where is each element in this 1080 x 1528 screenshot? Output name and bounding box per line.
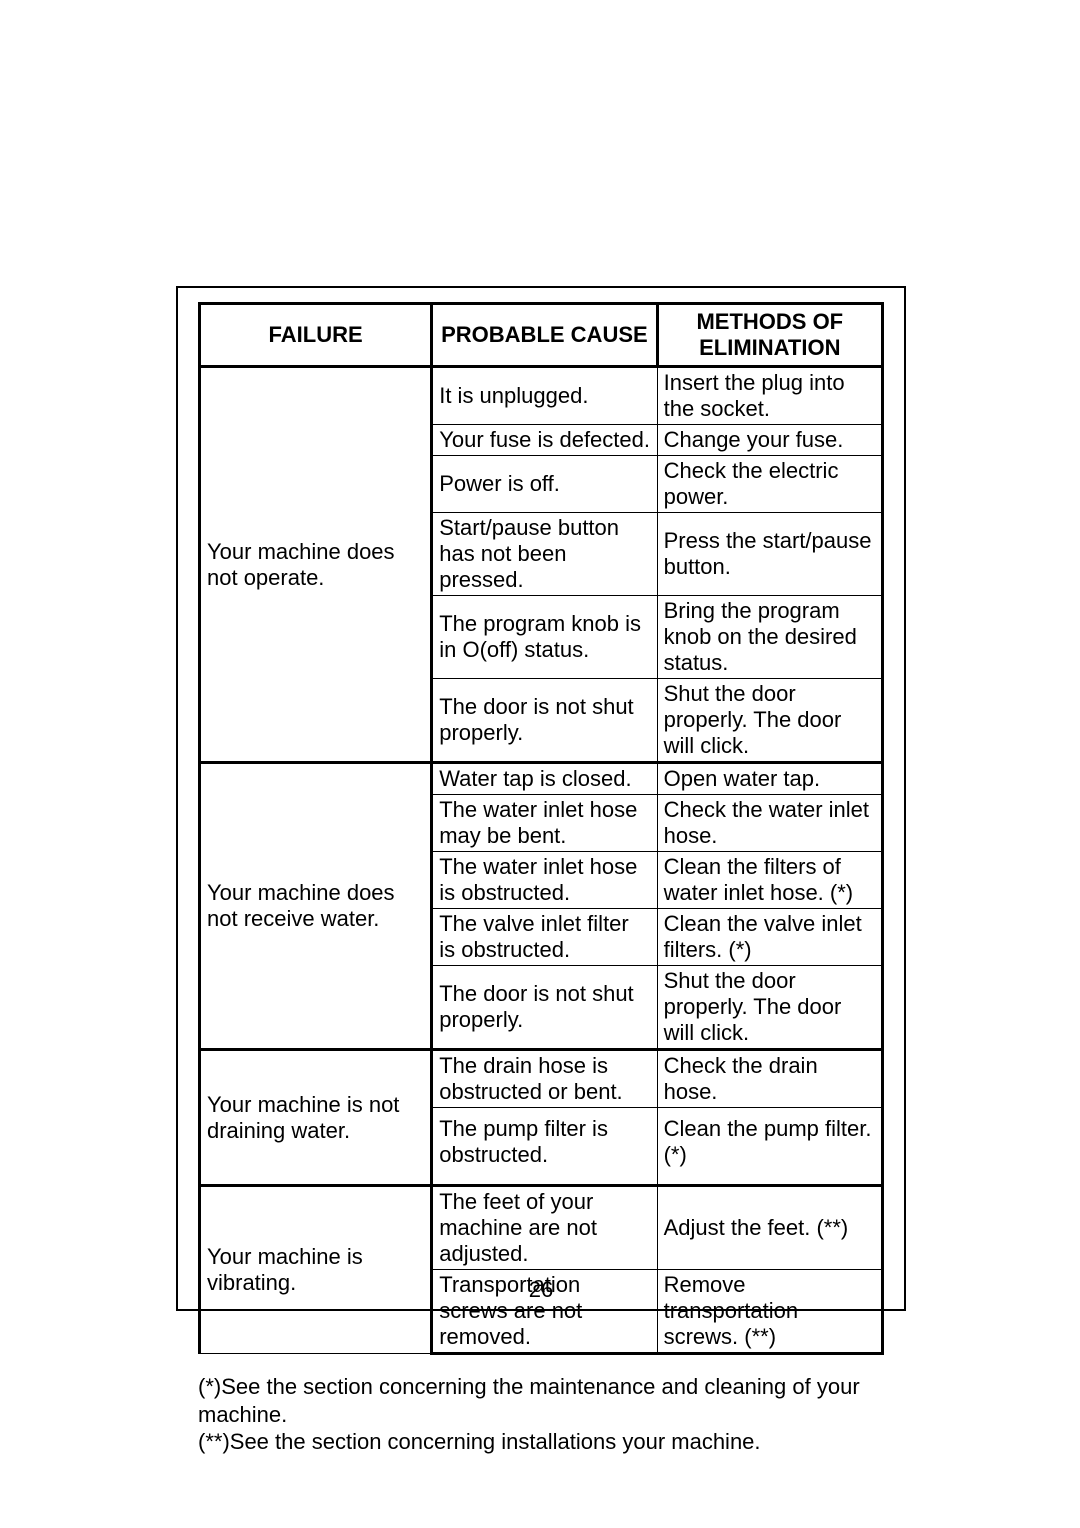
failure-cell: Your machine is not draining water. — [200, 1050, 432, 1186]
footnote-2: (**)See the section concerning installat… — [198, 1428, 884, 1456]
method-cell: Check the electric power. — [657, 456, 882, 513]
table-row: Your machine is vibrating.The feet of yo… — [200, 1186, 883, 1270]
troubleshooting-table: FAILURE PROBABLE CAUSE METHODS OF ELIMIN… — [198, 302, 884, 1355]
cause-cell: The feet of your machine are not adjuste… — [432, 1186, 657, 1270]
cause-cell: The program knob is in O(off) status. — [432, 596, 657, 679]
header-method: METHODS OF ELIMINATION — [657, 304, 882, 367]
page-number: 26 — [178, 1277, 904, 1303]
cause-cell: It is unplugged. — [432, 367, 657, 425]
table-body: Your machine does not operate.It is unpl… — [200, 367, 883, 1354]
failure-cell: Your machine is vibrating. — [200, 1186, 432, 1354]
header-failure: FAILURE — [200, 304, 432, 367]
cause-cell: The door is not shut properly. — [432, 966, 657, 1050]
cause-cell: The water inlet hose may be bent. — [432, 795, 657, 852]
cause-cell: The valve inlet filter is obstructed. — [432, 909, 657, 966]
table-row: Your machine does not operate.It is unpl… — [200, 367, 883, 425]
failure-cell: Your machine does not operate. — [200, 367, 432, 763]
cause-cell: The door is not shut properly. — [432, 679, 657, 763]
method-cell: Check the water inlet hose. — [657, 795, 882, 852]
cause-cell: Water tap is closed. — [432, 763, 657, 795]
cause-cell: Start/pause button has not been pressed. — [432, 513, 657, 596]
table-row: Your machine does not receive water.Wate… — [200, 763, 883, 795]
header-cause: PROBABLE CAUSE — [432, 304, 657, 367]
method-cell: Insert the plug into the socket. — [657, 367, 882, 425]
failure-cell: Your machine does not receive water. — [200, 763, 432, 1050]
method-cell: Check the drain hose. — [657, 1050, 882, 1108]
footnote-1: (*)See the section concerning the mainte… — [198, 1373, 884, 1428]
method-cell: Shut the door properly. The door will cl… — [657, 679, 882, 763]
method-cell: Change your fuse. — [657, 425, 882, 456]
method-cell: Bring the program knob on the desired st… — [657, 596, 882, 679]
cause-cell: The water inlet hose is obstructed. — [432, 852, 657, 909]
method-cell: Clean the valve inlet filters. (*) — [657, 909, 882, 966]
footnotes: (*)See the section concerning the mainte… — [198, 1373, 884, 1456]
table-row: Your machine is not draining water.The d… — [200, 1050, 883, 1108]
table-header-row: FAILURE PROBABLE CAUSE METHODS OF ELIMIN… — [200, 304, 883, 367]
method-cell: Adjust the feet. (**) — [657, 1186, 882, 1270]
method-cell: Clean the filters of water inlet hose. (… — [657, 852, 882, 909]
cause-cell: Your fuse is defected. — [432, 425, 657, 456]
cause-cell: The pump filter is obstructed. — [432, 1108, 657, 1186]
cause-cell: Power is off. — [432, 456, 657, 513]
method-cell: Press the start/pause button. — [657, 513, 882, 596]
page-frame: FAILURE PROBABLE CAUSE METHODS OF ELIMIN… — [176, 286, 906, 1311]
method-cell: Clean the pump filter. (*) — [657, 1108, 882, 1186]
cause-cell: The drain hose is obstructed or bent. — [432, 1050, 657, 1108]
method-cell: Open water tap. — [657, 763, 882, 795]
method-cell: Shut the door properly. The door will cl… — [657, 966, 882, 1050]
